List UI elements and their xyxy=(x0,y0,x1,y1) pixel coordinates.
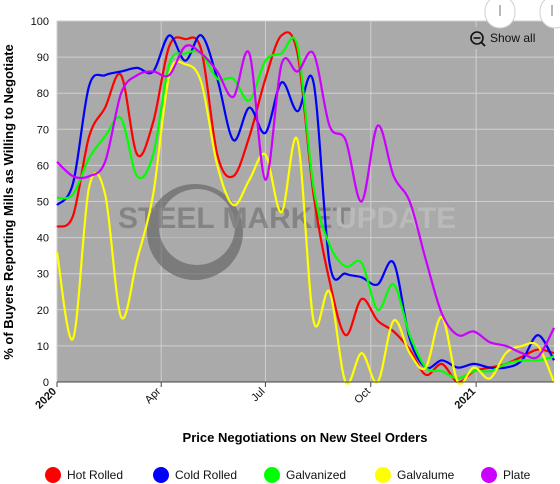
legend-label: Cold Rolled xyxy=(175,468,237,482)
watermark-logo: STEEL MARKET UPDATE xyxy=(118,184,456,280)
y-tick-label: 100 xyxy=(31,16,49,28)
series-line-galvalume[interactable] xyxy=(55,60,556,385)
y-tick-label: 20 xyxy=(37,305,49,317)
legend-label: Hot Rolled xyxy=(67,468,123,482)
legend-item-plate[interactable]: Plate xyxy=(481,467,531,483)
legend-item-cold-rolled[interactable]: Cold Rolled xyxy=(153,467,237,483)
legend-swatch xyxy=(481,467,497,483)
zoom-out-button[interactable]: Show all xyxy=(462,27,548,49)
series-line-plate[interactable] xyxy=(56,44,555,360)
y-tick-label: 80 xyxy=(37,88,49,100)
y-axis: 0 10 20 30 40 50 60 70 80 90 100 xyxy=(31,16,49,389)
x-tick-label: Apr xyxy=(143,385,164,406)
series-line-cold-rolled[interactable] xyxy=(56,34,555,370)
y-tick-label: 0 xyxy=(43,377,49,389)
legend-swatch xyxy=(375,467,391,483)
legend-label: Galvalume xyxy=(397,468,455,482)
x-axis: 2020 Apr Jul Oct 2021 xyxy=(33,381,554,412)
legend: Hot Rolled Cold Rolled Galvanized Galvalume… xyxy=(45,467,531,483)
y-tick-label: 60 xyxy=(37,160,49,172)
legend-label: Plate xyxy=(503,468,531,482)
legend-item-galvalume[interactable]: Galvalume xyxy=(375,467,455,483)
series-line-galvanized[interactable] xyxy=(56,36,555,380)
x-tick-label: Jul xyxy=(249,386,267,404)
x-axis-title: Price Negotiations on New Steel Orders xyxy=(183,430,428,445)
zoom-out-icon xyxy=(470,31,484,45)
x-tick-label: 2020 xyxy=(33,386,59,412)
y-tick-label: 90 xyxy=(37,52,49,64)
y-tick-label: 10 xyxy=(37,341,49,353)
x-tick-label: Oct xyxy=(352,386,373,407)
y-tick-label: 30 xyxy=(37,269,49,281)
y-tick-label: 70 xyxy=(37,124,49,136)
y-axis-title: % of Buyers Reporting Mills as Willing t… xyxy=(1,44,16,360)
series-lines xyxy=(55,31,556,385)
legend-item-hot-rolled[interactable]: Hot Rolled xyxy=(45,467,123,483)
y-tick-label: 40 xyxy=(37,233,49,245)
range-handle-right[interactable] xyxy=(539,0,560,29)
y-tick-label: 50 xyxy=(37,197,49,209)
legend-item-galvanized[interactable]: Galvanized xyxy=(264,467,346,483)
range-handle-left[interactable] xyxy=(484,0,516,29)
x-tick-label: 2021 xyxy=(452,386,478,412)
legend-swatch xyxy=(153,467,169,483)
legend-swatch xyxy=(264,467,280,483)
watermark-text-right: UPDATE xyxy=(335,202,456,235)
legend-swatch xyxy=(45,467,61,483)
legend-label: Galvanized xyxy=(286,468,346,482)
show-all-label: Show all xyxy=(490,31,535,45)
watermark-text-left: STEEL MARKET xyxy=(118,202,351,235)
